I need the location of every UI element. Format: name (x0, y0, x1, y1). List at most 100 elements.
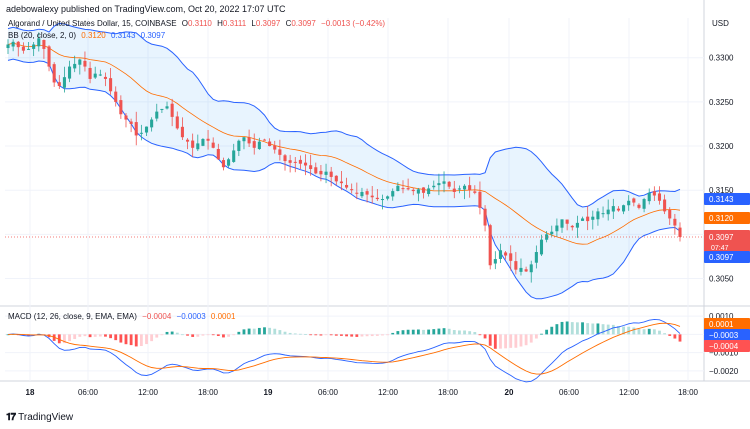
candle-body (139, 132, 143, 134)
macd-hist-bar (293, 333, 297, 335)
candle-body (247, 137, 251, 144)
macd-hist-bar (370, 334, 374, 337)
macd-hist-bar (652, 329, 656, 335)
macd-hist-bar (637, 329, 641, 335)
macd-hist-bar (473, 332, 477, 335)
candle-body (273, 145, 277, 150)
footer-brand[interactable]: 𝟏𝟕 TradingView (6, 412, 73, 423)
candle-body (288, 160, 292, 163)
time-tick-label: 18:00 (198, 388, 219, 397)
macd-hist-bar (201, 334, 205, 336)
macd-hist-bar (375, 334, 379, 336)
candle-body (575, 222, 579, 228)
candle-body (509, 253, 513, 261)
badge-macd-signal: 0.0001 (709, 320, 734, 329)
macd-hist-value: −0.0004 (142, 312, 172, 321)
macd-hist-bar (555, 324, 559, 335)
candle-body (591, 216, 595, 220)
macd-hist-bar (216, 334, 220, 337)
candle-body (483, 208, 487, 226)
macd-signal-line (7, 322, 681, 375)
macd-hist-bar (514, 334, 518, 348)
macd-hist-bar (298, 333, 302, 335)
candle-body (580, 218, 585, 221)
macd-hist-bar (6, 334, 10, 336)
candle-body (339, 181, 343, 184)
candle-body (401, 188, 405, 190)
time-tick-label: 19 (264, 388, 273, 397)
candle-body (175, 116, 179, 129)
candle-body (52, 64, 56, 83)
candle-body (463, 185, 467, 190)
macd-hist-bar (73, 334, 77, 340)
candle-body (350, 189, 354, 191)
candle-body (73, 63, 77, 69)
macd-hist-bar (586, 323, 590, 335)
macd-legend[interactable]: MACD (12, 26, close, 9, EMA, EMA) −0.000… (8, 311, 238, 323)
candle-body (242, 137, 246, 142)
macd-hist-bar (396, 331, 400, 335)
candle-body (673, 218, 677, 226)
candle-body (78, 59, 82, 65)
candle-body (42, 40, 46, 49)
candle-body (657, 193, 662, 201)
candle-body (432, 185, 436, 188)
candle-body (221, 160, 225, 168)
open-value: 0.3110 (188, 19, 212, 28)
candle-body (411, 189, 415, 192)
badge-bb-upper: 0.3143 (709, 195, 734, 204)
macd-hist-bar (458, 330, 461, 335)
macd-hist-bar (360, 334, 364, 337)
macd-hist-bar (365, 334, 369, 337)
macd-hist-bar (68, 334, 71, 342)
macd-hist-bar (206, 334, 210, 336)
candle-body (329, 171, 333, 177)
macd-hist-bar (57, 334, 61, 344)
candle-body (586, 216, 590, 222)
candle-body (93, 73, 97, 78)
time-tick-label: 12:00 (619, 388, 640, 397)
macd-hist-bar (642, 329, 646, 335)
macd-hist-bar (678, 334, 682, 342)
macd-hist-bar (468, 331, 472, 335)
macd-hist-bar (570, 322, 574, 335)
candle-body (150, 119, 154, 128)
macd-hist-bar (78, 334, 82, 337)
candle-body (504, 252, 508, 256)
macd-hist-bar (150, 334, 154, 342)
macd-hist-bar (545, 329, 549, 335)
macd-hist-bar (340, 334, 343, 336)
time-tick-label: 18:00 (438, 388, 459, 397)
candle-body (257, 141, 261, 150)
candle-body (278, 149, 282, 155)
bb-basis-value: 0.3120 (81, 31, 106, 40)
macd-hist-bar (493, 334, 497, 349)
badge-macd-line-bg (704, 329, 750, 341)
candle-body (314, 167, 318, 174)
candle-body (37, 38, 41, 47)
candle-body (606, 209, 610, 215)
macd-hist-bar (129, 334, 133, 346)
macd-hist-bar (406, 329, 410, 335)
candle-body (303, 162, 308, 166)
macd-hist-bar (109, 334, 113, 339)
macd-hist-bar (165, 331, 169, 335)
badge-countdown: 07:47 (711, 245, 729, 252)
macd-hist-bar (601, 324, 605, 335)
macd-hist-bar (575, 322, 579, 335)
candle-body (309, 165, 313, 170)
high-label: H (217, 19, 223, 28)
macd-hist-bar (104, 334, 107, 337)
bb-legend[interactable]: BB (20, close, 2, 0) 0.3120 0.3143 0.309… (8, 30, 168, 42)
candle-body (473, 191, 477, 193)
macd-hist-bar (611, 324, 615, 335)
time-tick-label: 18:00 (678, 388, 699, 397)
candle-body (545, 234, 549, 240)
candle-body (652, 191, 656, 196)
candle-body (386, 196, 390, 199)
candle-body (227, 159, 231, 166)
candle-body (26, 48, 31, 50)
macd-tick-label: −0.0020 (709, 367, 739, 376)
bb-label: BB (20, close, 2, 0) (8, 31, 77, 40)
